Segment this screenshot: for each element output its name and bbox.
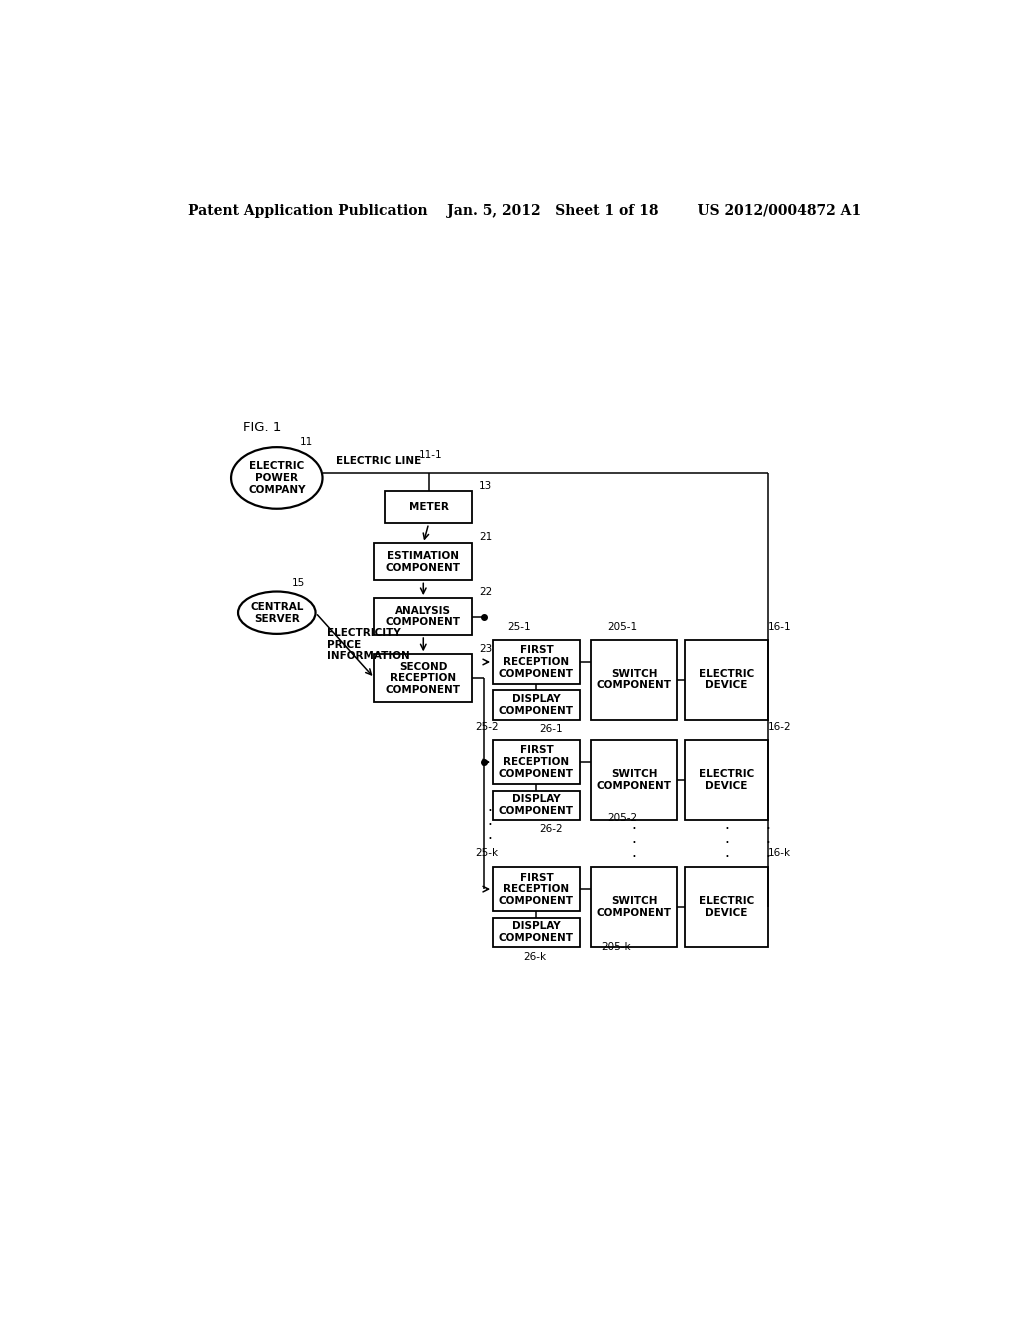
Text: ELECTRIC
POWER
COMPANY: ELECTRIC POWER COMPANY: [248, 462, 305, 495]
Bar: [591, 867, 678, 946]
Text: ·: ·: [766, 850, 771, 865]
Text: ·: ·: [487, 818, 493, 833]
Bar: [375, 544, 472, 581]
Text: 16-k: 16-k: [768, 847, 792, 858]
Text: ·: ·: [724, 850, 729, 865]
Text: ·: ·: [632, 836, 637, 851]
Text: Patent Application Publication    Jan. 5, 2012   Sheet 1 of 18        US 2012/00: Patent Application Publication Jan. 5, 2…: [188, 203, 861, 218]
Text: SWITCH
COMPONENT: SWITCH COMPONENT: [597, 770, 672, 791]
Text: ANALYSIS
COMPONENT: ANALYSIS COMPONENT: [386, 606, 461, 627]
Bar: [685, 739, 768, 820]
Bar: [493, 791, 580, 820]
Text: 21: 21: [479, 532, 493, 543]
Text: ·: ·: [724, 822, 729, 837]
Text: 26-2: 26-2: [539, 825, 562, 834]
Text: ELECTRIC
DEVICE: ELECTRIC DEVICE: [699, 770, 755, 791]
Text: 25-k: 25-k: [475, 847, 499, 858]
Text: 16-1: 16-1: [768, 622, 792, 632]
Bar: [375, 655, 472, 702]
Text: 11-1: 11-1: [419, 450, 442, 461]
Text: 23: 23: [479, 644, 493, 655]
Text: DISPLAY
COMPONENT: DISPLAY COMPONENT: [499, 694, 573, 715]
Text: FIRST
RECEPTION
COMPONENT: FIRST RECEPTION COMPONENT: [499, 746, 573, 779]
Text: ·: ·: [724, 836, 729, 851]
Text: 26-k: 26-k: [523, 952, 547, 961]
Text: ·: ·: [766, 836, 771, 851]
Text: DISPLAY
COMPONENT: DISPLAY COMPONENT: [499, 921, 573, 942]
Bar: [493, 917, 580, 946]
Text: ·: ·: [487, 804, 493, 820]
Bar: [385, 491, 472, 524]
Text: SWITCH
COMPONENT: SWITCH COMPONENT: [597, 669, 672, 690]
Text: ELECTRIC
DEVICE: ELECTRIC DEVICE: [699, 669, 755, 690]
Text: 205-1: 205-1: [607, 622, 637, 632]
Text: 15: 15: [292, 578, 305, 589]
Bar: [493, 739, 580, 784]
Text: FIRST
RECEPTION
COMPONENT: FIRST RECEPTION COMPONENT: [499, 645, 573, 678]
Text: SWITCH
COMPONENT: SWITCH COMPONENT: [597, 896, 672, 917]
Text: ESTIMATION
COMPONENT: ESTIMATION COMPONENT: [386, 550, 461, 573]
Text: 205-k: 205-k: [601, 941, 631, 952]
Text: ELECTRIC
DEVICE: ELECTRIC DEVICE: [699, 896, 755, 917]
Bar: [685, 640, 768, 719]
Text: CENTRAL
SERVER: CENTRAL SERVER: [250, 602, 303, 623]
Text: ·: ·: [632, 822, 637, 837]
Text: 11: 11: [300, 437, 313, 447]
Text: 26-1: 26-1: [539, 725, 562, 734]
Text: 25-1: 25-1: [508, 622, 531, 632]
Bar: [493, 690, 580, 719]
Text: ·: ·: [632, 850, 637, 865]
Text: 16-2: 16-2: [768, 722, 792, 733]
Text: ·: ·: [487, 832, 493, 847]
Bar: [493, 640, 580, 684]
Text: 22: 22: [479, 586, 493, 597]
Text: DISPLAY
COMPONENT: DISPLAY COMPONENT: [499, 795, 573, 816]
Bar: [375, 598, 472, 635]
Bar: [493, 867, 580, 911]
Bar: [685, 867, 768, 946]
Bar: [591, 640, 678, 719]
Text: ·: ·: [766, 822, 771, 837]
Text: 25-2: 25-2: [475, 722, 499, 733]
Text: FIRST
RECEPTION
COMPONENT: FIRST RECEPTION COMPONENT: [499, 873, 573, 906]
Text: ELECTRICITY
PRICE
INFORMATION: ELECTRICITY PRICE INFORMATION: [328, 628, 410, 661]
Text: 13: 13: [479, 480, 493, 491]
Text: FIG. 1: FIG. 1: [243, 421, 281, 434]
Text: SECOND
RECEPTION
COMPONENT: SECOND RECEPTION COMPONENT: [386, 661, 461, 694]
Bar: [591, 739, 678, 820]
Text: ELECTRIC LINE: ELECTRIC LINE: [336, 455, 421, 466]
Text: METER: METER: [409, 502, 449, 512]
Text: 205-2: 205-2: [607, 813, 637, 822]
